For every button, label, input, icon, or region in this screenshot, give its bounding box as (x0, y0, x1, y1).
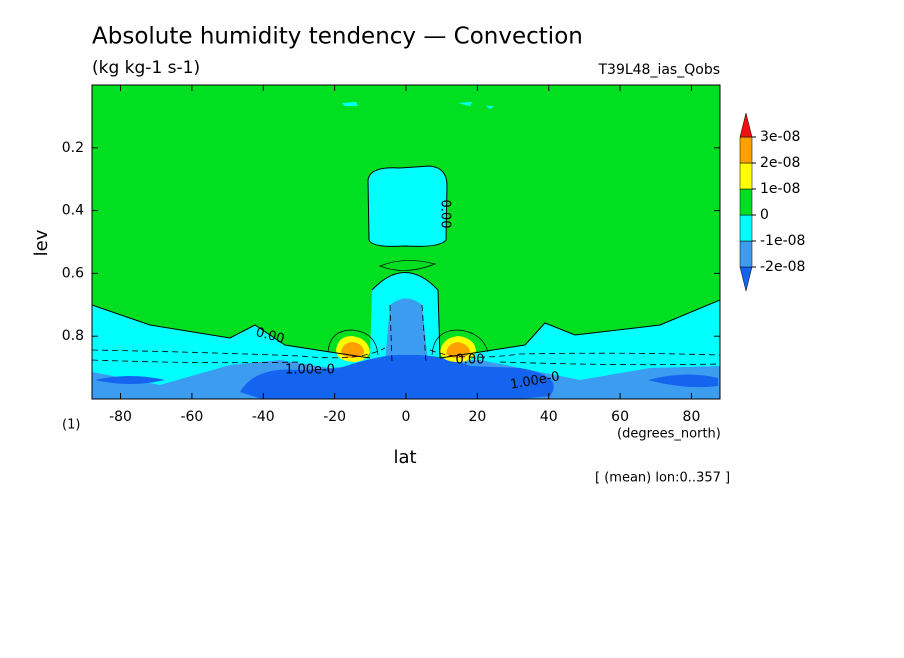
x-tick-label: -60 (180, 409, 203, 425)
contour-label: 0.00 (456, 353, 485, 368)
x-tick-label: -80 (109, 409, 132, 425)
colorbar-label: 1e-08 (760, 181, 800, 197)
contour-label: 0.00 (254, 325, 286, 347)
contour-label: 1.00e-0 (285, 363, 335, 378)
contour-region (341, 342, 364, 358)
x-tick-label: -40 (252, 409, 275, 425)
y-tick-label: 0.2 (62, 140, 84, 156)
subtitle: (kg kg-1 s-1) (92, 58, 200, 78)
colorbar-box (739, 214, 753, 242)
plot-area (92, 85, 720, 399)
y-units: (1) (62, 418, 80, 433)
contour-region (458, 102, 472, 106)
colorbar-label: -2e-08 (760, 259, 805, 275)
contour-line (92, 347, 386, 359)
contour-line (92, 304, 371, 359)
colorbar-box (739, 240, 753, 268)
contour-line (327, 329, 489, 356)
contour-region (368, 166, 447, 247)
y-axis-label: lev (31, 229, 52, 256)
footnote: [ (mean) lon:0..357 ] (595, 471, 730, 486)
colorbar-label: 2e-08 (760, 155, 800, 171)
y-tick-label: 0.6 (62, 265, 84, 281)
contour-region (342, 102, 358, 106)
x-tick-label: 20 (468, 409, 486, 425)
chart-title: Absolute humidity tendency — Convection (92, 24, 583, 50)
contour-label: 0.00 (438, 200, 453, 229)
contour-line (439, 299, 720, 359)
contour-line (367, 165, 448, 247)
y-tick-label: 0.8 (62, 328, 84, 344)
contour-region (95, 376, 165, 384)
contour-line (379, 260, 437, 271)
run-name: T39L48_ias_Qobs (597, 62, 720, 78)
x-tick-label: 60 (611, 409, 629, 425)
contour-region (240, 354, 554, 399)
colorbar-label: -1e-08 (760, 233, 805, 249)
colorbar-box (739, 162, 753, 190)
contour-region (648, 374, 718, 388)
x-tick-label: 0 (402, 409, 411, 425)
contour-line (371, 272, 441, 359)
x-tick-label: 80 (683, 409, 701, 425)
colorbar-box (739, 136, 753, 164)
colorbar-label: 0 (760, 207, 769, 223)
x-units: (degrees_north) (617, 427, 721, 442)
colorbar-triangle (739, 112, 753, 138)
colorbar-triangle (739, 266, 753, 292)
colorbar-box (739, 188, 753, 216)
x-tick-label: -20 (323, 409, 346, 425)
colorbar-label: 3e-08 (760, 129, 800, 145)
x-tick-label: 40 (540, 409, 558, 425)
contour-line (92, 359, 720, 366)
contour-region (92, 298, 720, 399)
y-tick-label: 0.4 (62, 203, 84, 219)
x-axis-label: lat (393, 447, 416, 468)
contour-line (429, 349, 720, 358)
contour-region (486, 106, 494, 109)
